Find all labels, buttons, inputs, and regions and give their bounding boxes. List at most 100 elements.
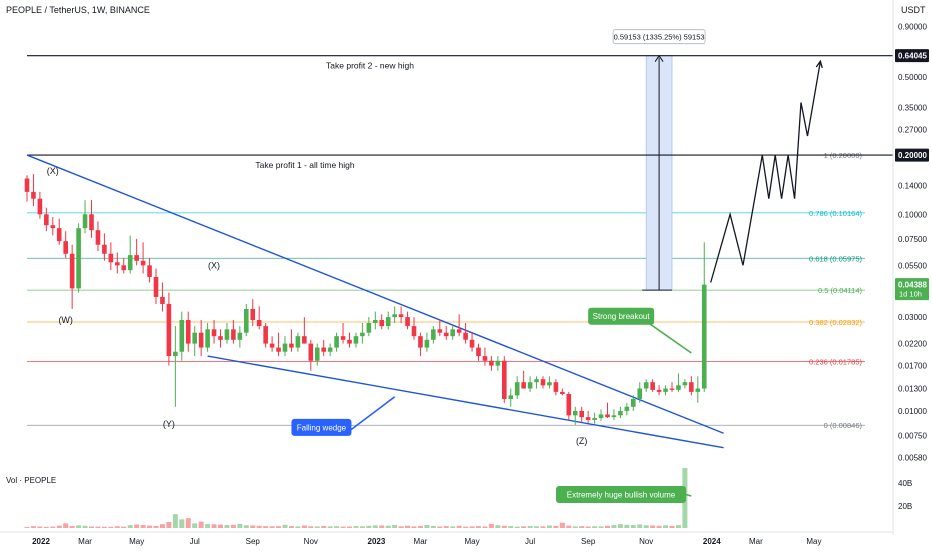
price-tick-label: 0.07500: [898, 235, 927, 244]
candle-body: [82, 214, 88, 229]
candle: [334, 332, 339, 352]
price-badge-subtext: 1d 10h: [899, 290, 922, 299]
volume-bar: [121, 526, 127, 528]
candle: [360, 323, 365, 344]
candle-body: [618, 410, 623, 416]
volume-bar: [211, 524, 217, 528]
candle: [611, 409, 617, 420]
candle: [69, 244, 75, 309]
candle-body: [37, 198, 43, 215]
candle: [44, 207, 49, 232]
candle-body: [127, 255, 133, 271]
volume-bar: [592, 526, 598, 528]
candle-body: [650, 382, 655, 390]
volume-bar: [637, 524, 643, 528]
volume-bar: [417, 526, 423, 528]
volume-bar: [69, 525, 75, 528]
chart-title: PEOPLE / TetherUS, 1W, BINANCE: [6, 5, 150, 15]
price-tick-label: 0.35000: [898, 103, 927, 112]
volume-bar: [24, 526, 30, 528]
volume-bar: [663, 525, 669, 528]
volume-bar: [572, 526, 578, 528]
take-profit-lines: Take profit 2 - new high Take profit 1 - …: [27, 55, 893, 170]
candle-body: [431, 329, 436, 340]
volume-bar: [140, 525, 146, 528]
candle: [547, 376, 552, 389]
candle: [327, 343, 333, 357]
price-badge-text: 0.20000: [898, 151, 927, 160]
candle: [140, 242, 146, 274]
volume-bar: [424, 525, 430, 528]
candle-body: [192, 332, 197, 344]
candle: [502, 356, 507, 403]
candle-body: [411, 326, 417, 337]
wedge-lower-line: [207, 355, 724, 449]
candle-body: [263, 326, 268, 344]
candle: [115, 252, 120, 274]
volume-bar: [288, 526, 294, 528]
volume-bar: [495, 525, 501, 528]
candle-body: [173, 351, 178, 357]
annotation-box: [291, 418, 352, 436]
volume-bar: [347, 526, 352, 528]
time-tick-label: 2024: [703, 537, 721, 546]
candle: [147, 257, 152, 283]
volume-bar: [243, 525, 249, 528]
time-axis[interactable]: 2022 Mar May Jul Sep Nov 2023 Mar May Jul Sep Nov 20…: [0, 531, 893, 546]
candle: [592, 412, 597, 424]
candle-body: [469, 339, 475, 348]
volume-bar: [276, 526, 282, 528]
candle: [701, 242, 707, 392]
candle: [276, 332, 281, 357]
volume-bar: [521, 526, 527, 528]
candle: [456, 314, 462, 337]
volume-bar: [585, 526, 591, 528]
candle-body: [218, 336, 223, 340]
candle: [56, 218, 62, 245]
volume-bar: [605, 525, 610, 528]
volume-bar: [153, 525, 159, 528]
price-badge: [895, 278, 929, 301]
volume-bar: [263, 526, 269, 528]
candle-body: [701, 284, 707, 389]
wave-label: (Y): [163, 419, 175, 429]
candle: [585, 410, 591, 423]
price-axis[interactable]: 0.90000 0.50000 0.35000 0.27000 0.20000 0.140…: [892, 0, 929, 535]
volume-bar: [366, 525, 372, 528]
time-tick-label: 2022: [32, 537, 50, 546]
candle: [224, 323, 230, 344]
candle-body: [366, 323, 372, 333]
time-tick-label: Mar: [414, 537, 428, 546]
volume-bar: [185, 518, 191, 528]
volume-bar: [379, 525, 385, 528]
candle-body: [437, 329, 443, 333]
candle: [192, 326, 197, 357]
candle-body: [31, 191, 36, 199]
volume-bar: [134, 524, 140, 528]
candle: [314, 343, 320, 366]
volume-bar: [669, 525, 675, 528]
volume-bar: [624, 524, 630, 528]
candle: [102, 233, 107, 261]
candle-body: [360, 332, 365, 337]
volume-bar: [327, 526, 333, 528]
volume-tick-label: 40B: [898, 479, 912, 488]
candle: [205, 323, 210, 352]
volume-bar: [205, 523, 211, 528]
volume-bar: [450, 526, 456, 528]
volume-bar: [224, 525, 230, 528]
price-tick-label: 0.90000: [898, 23, 927, 32]
candle-body: [353, 336, 359, 344]
candle-body: [695, 388, 701, 392]
price-badge: [895, 148, 929, 162]
candle-body: [108, 253, 114, 263]
volume-bar: [334, 526, 340, 528]
price-tick-label: 0.01300: [898, 385, 927, 394]
candle-body: [314, 347, 320, 361]
candle-body: [418, 336, 423, 348]
candle-body: [385, 317, 391, 327]
candle: [495, 356, 501, 371]
volume-bar: [508, 526, 514, 528]
volume-annotation-box: [556, 486, 686, 503]
